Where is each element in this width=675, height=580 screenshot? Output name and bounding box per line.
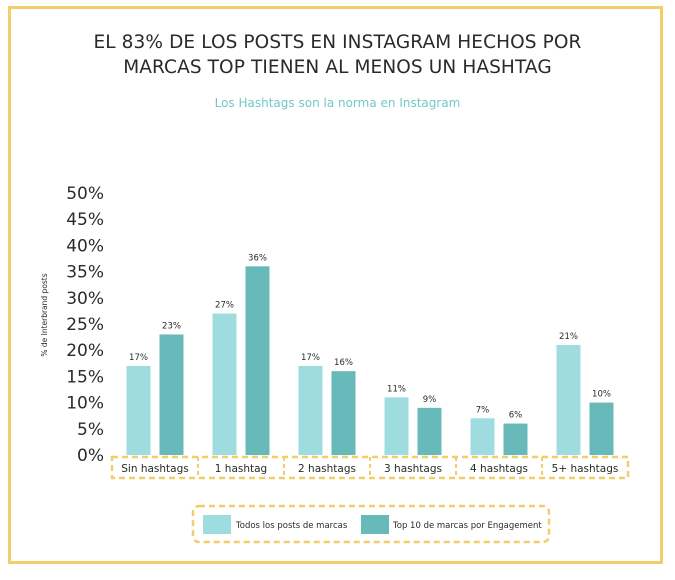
x-tick-label: 2 hashtags: [298, 463, 356, 475]
bar: [126, 365, 151, 455]
data-label: 9%: [423, 395, 437, 405]
legend-swatch: [361, 515, 389, 534]
chart-frame: [8, 6, 663, 564]
data-label: 17%: [129, 353, 148, 363]
data-label: 10%: [592, 390, 611, 400]
bar: [245, 266, 270, 455]
bar: [331, 371, 356, 455]
legend-label: Top 10 de marcas por Engagement: [392, 521, 542, 531]
y-tick-label: 30%: [66, 289, 104, 309]
chart-title: EL 83% DE LOS POSTS EN INSTAGRAM HECHOS …: [0, 30, 675, 80]
bar: [589, 402, 614, 455]
bar: [212, 313, 237, 455]
x-tick-label: 4 hashtags: [470, 463, 528, 475]
x-tick-label: 1 hashtag: [215, 463, 267, 475]
x-tick-label: 5+ hashtags: [552, 463, 619, 475]
bar: [556, 344, 581, 455]
data-label: 21%: [559, 332, 578, 342]
data-label: 11%: [387, 384, 406, 394]
chart-subtitle: Los Hashtags son la norma en Instagram: [214, 96, 461, 110]
data-label: 36%: [248, 253, 267, 263]
bar: [503, 423, 528, 455]
data-label: 27%: [215, 301, 234, 311]
bar: [384, 397, 409, 455]
y-tick-label: 20%: [66, 341, 104, 361]
data-label: 23%: [162, 321, 181, 331]
x-tick-label: Sin hashtags: [121, 463, 188, 475]
y-tick-label: 45%: [66, 210, 104, 230]
y-axis-label: % de Interbrand posts: [40, 273, 49, 356]
legend-swatch: [203, 515, 231, 534]
y-tick-label: 15%: [66, 367, 104, 387]
legend-box: [191, 504, 551, 544]
legend-label: Todos los posts de marcas: [235, 521, 348, 531]
y-tick-label: 0%: [77, 446, 104, 466]
data-label: 16%: [334, 358, 353, 368]
bar: [417, 407, 442, 455]
data-label: 6%: [509, 411, 523, 421]
chart-title-line-1: EL 83% DE LOS POSTS EN INSTAGRAM HECHOS …: [93, 32, 582, 53]
bar: [470, 418, 495, 455]
x-tick-label: 3 hashtags: [384, 463, 442, 475]
y-tick-label: 10%: [66, 394, 104, 414]
y-tick-label: 40%: [66, 236, 104, 256]
bar: [159, 334, 184, 455]
y-tick-label: 35%: [66, 263, 104, 283]
data-label: 17%: [301, 353, 320, 363]
category-axis-box: [110, 455, 630, 480]
y-tick-label: 5%: [77, 420, 104, 440]
bar: [298, 365, 323, 455]
y-tick-label: 25%: [66, 315, 104, 335]
y-tick-label: 50%: [66, 184, 104, 204]
data-label: 7%: [476, 405, 490, 415]
chart-title-line-2: MARCAS TOP TIENEN AL MENOS UN HASHTAG: [123, 57, 552, 78]
